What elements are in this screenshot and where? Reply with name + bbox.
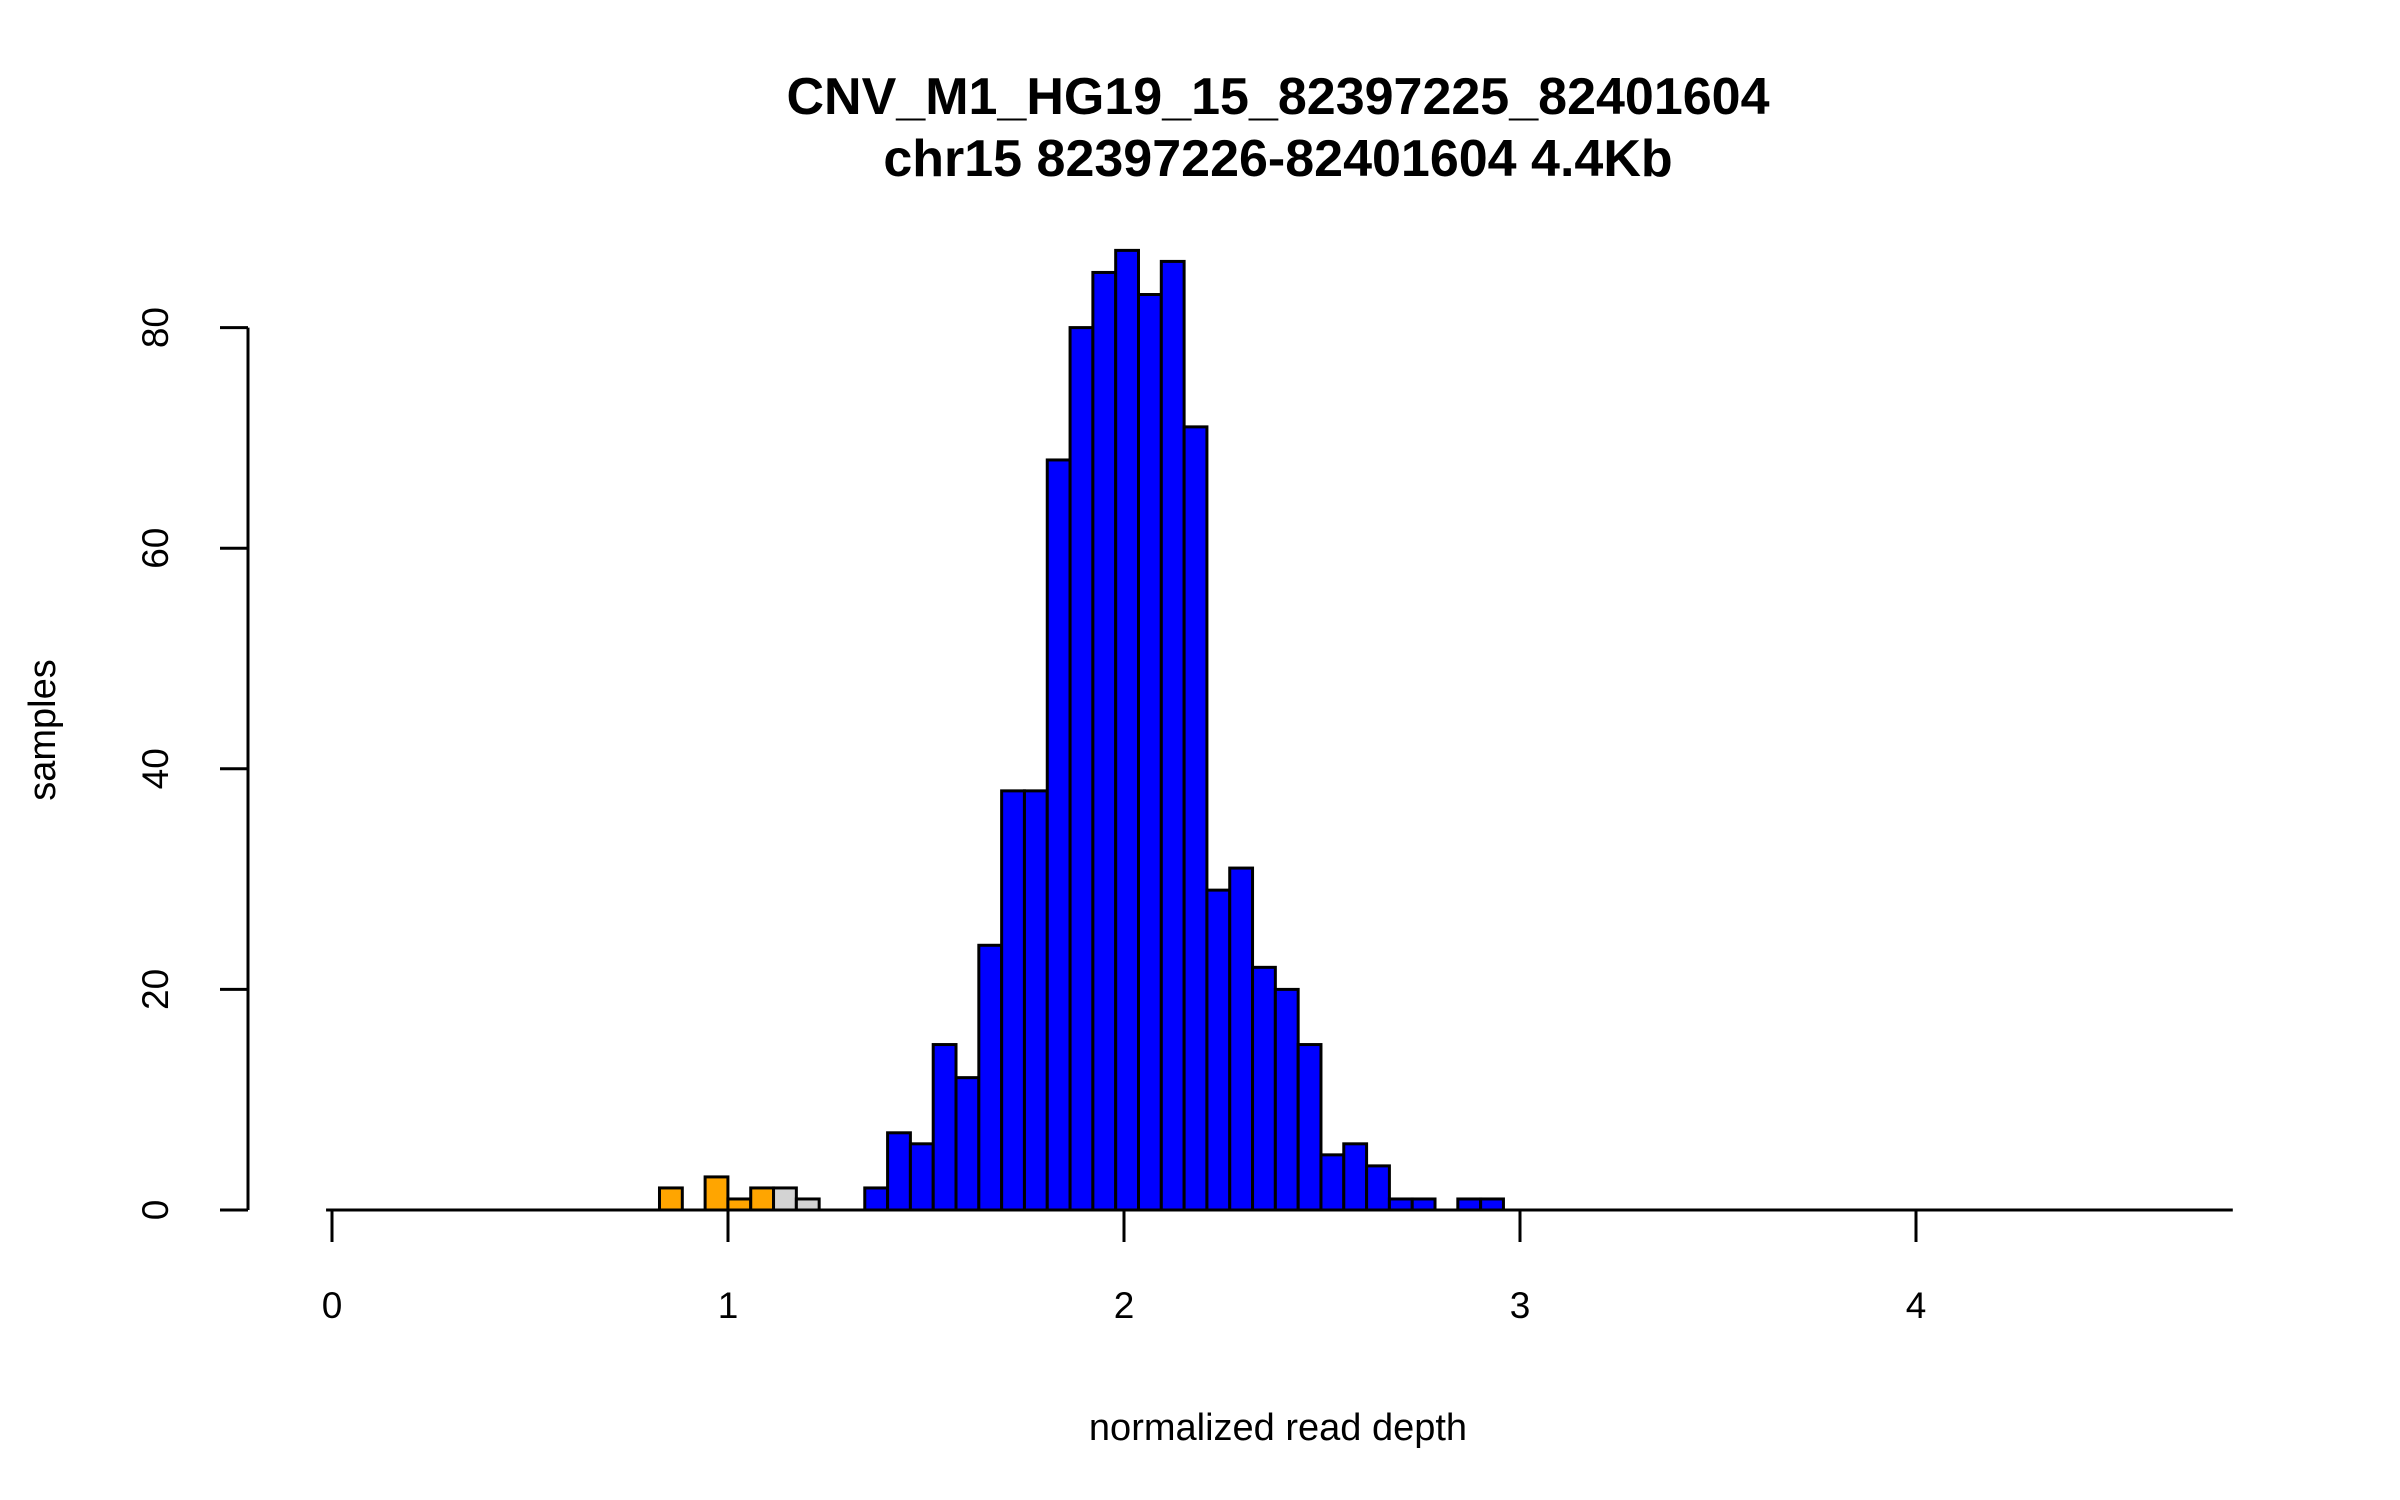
histogram-bar (1296, 1043, 1323, 1212)
bars (326, 248, 2233, 1212)
histogram-bar (1319, 1153, 1346, 1212)
histogram-bar (977, 943, 1004, 1212)
x-tick-label: 1 (718, 1285, 739, 1326)
histogram-bar (954, 1076, 981, 1212)
y-tick-label: 0 (135, 1200, 176, 1221)
x-tick-label: 0 (322, 1285, 343, 1326)
chart-subtitle: chr15 82397226-82401604 4.4Kb (883, 130, 1672, 188)
histogram-bar (1365, 1164, 1391, 1212)
histogram-bar (1068, 326, 1095, 1212)
y-tick-label: 80 (135, 307, 176, 348)
histogram-bar (703, 1175, 730, 1212)
histogram-bar (1342, 1142, 1369, 1212)
histogram-bar (794, 1197, 821, 1212)
x-tick-label: 3 (1510, 1285, 1531, 1326)
histogram-bar (1273, 987, 1300, 1212)
x-axis-label: normalized read depth (1089, 1407, 1467, 1449)
y-tick-label: 40 (135, 748, 176, 789)
histogram-bar (657, 1186, 684, 1212)
histogram-bar (1205, 888, 1232, 1212)
histogram-bar (1410, 1197, 1437, 1212)
y-tick-label: 20 (135, 969, 176, 1010)
histogram-bar (1045, 458, 1072, 1212)
y-axis-label: samples (22, 659, 64, 801)
histogram-bar (931, 1043, 958, 1212)
histogram-bar (863, 1186, 890, 1212)
histogram-bar (1136, 293, 1163, 1212)
histogram-bar (772, 1186, 798, 1212)
histogram-bar (1159, 259, 1186, 1212)
histogram-bar (1251, 965, 1277, 1212)
histogram-bar (1022, 789, 1049, 1212)
x-tick-label: 4 (1906, 1285, 1927, 1326)
histogram-bar (1182, 425, 1209, 1212)
histogram-bar (1456, 1197, 1483, 1212)
chart-title: CNV_M1_HG19_15_82397225_82401604 (786, 68, 1769, 126)
x-tick-label: 2 (1114, 1285, 1135, 1326)
histogram-bar (1114, 248, 1140, 1212)
histogram-bar (726, 1197, 753, 1212)
histogram-bar (1091, 270, 1118, 1212)
y-tick-label: 60 (135, 528, 176, 569)
histogram-bar (908, 1142, 935, 1212)
histogram-bar (1228, 866, 1255, 1212)
histogram-bar (1479, 1197, 1505, 1212)
histogram-bar (1000, 789, 1026, 1212)
histogram-bar (886, 1131, 912, 1212)
histogram-bar (749, 1186, 776, 1212)
histogram-bar (1387, 1197, 1414, 1212)
